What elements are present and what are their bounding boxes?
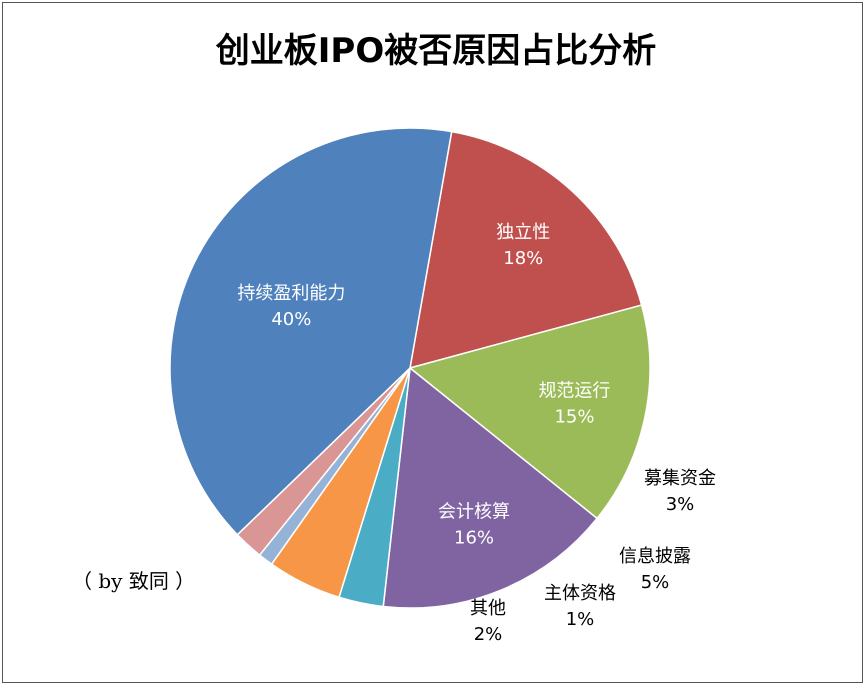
chart-credit: （ by 致同 ） [72,569,195,593]
pie-slice-1 [408,304,651,520]
slice-label-name-0: 独立性 [496,222,550,243]
slice-label-value-6: 2% [474,624,503,645]
slice-label-value-1: 15% [554,406,594,427]
slice-label-value-0: 18% [503,248,543,269]
slice-label-name-1: 规范运行 [538,380,610,401]
slice-label-value-5: 1% [566,609,595,630]
slice-label-value-4: 5% [641,572,670,593]
pie-slice-7 [169,127,453,536]
pie-slice-0 [409,130,643,370]
slice-label-name-6: 其他 [470,598,506,619]
slice-label-name-2: 会计核算 [438,501,510,522]
slice-label-name-5: 主体资格 [544,583,616,604]
slice-label-value-2: 16% [454,527,494,548]
slice-label-name-4: 信息披露 [619,546,691,567]
pie-slices [169,127,651,609]
chart-title: 创业板IPO被否原因占比分析 [215,31,656,71]
pie-slice-2 [382,366,599,609]
slice-label-name-7: 持续盈利能力 [237,283,345,304]
slice-label-value-7: 40% [271,309,311,330]
slice-label-value-3: 3% [666,494,695,515]
pie-labels: 独立性 18% 规范运行 15% 会计核算 16% 募集资金 3% 信息披露 5% 主体资格 1% 其他… [237,222,716,645]
slice-label-name-3: 募集资金 [644,468,716,489]
